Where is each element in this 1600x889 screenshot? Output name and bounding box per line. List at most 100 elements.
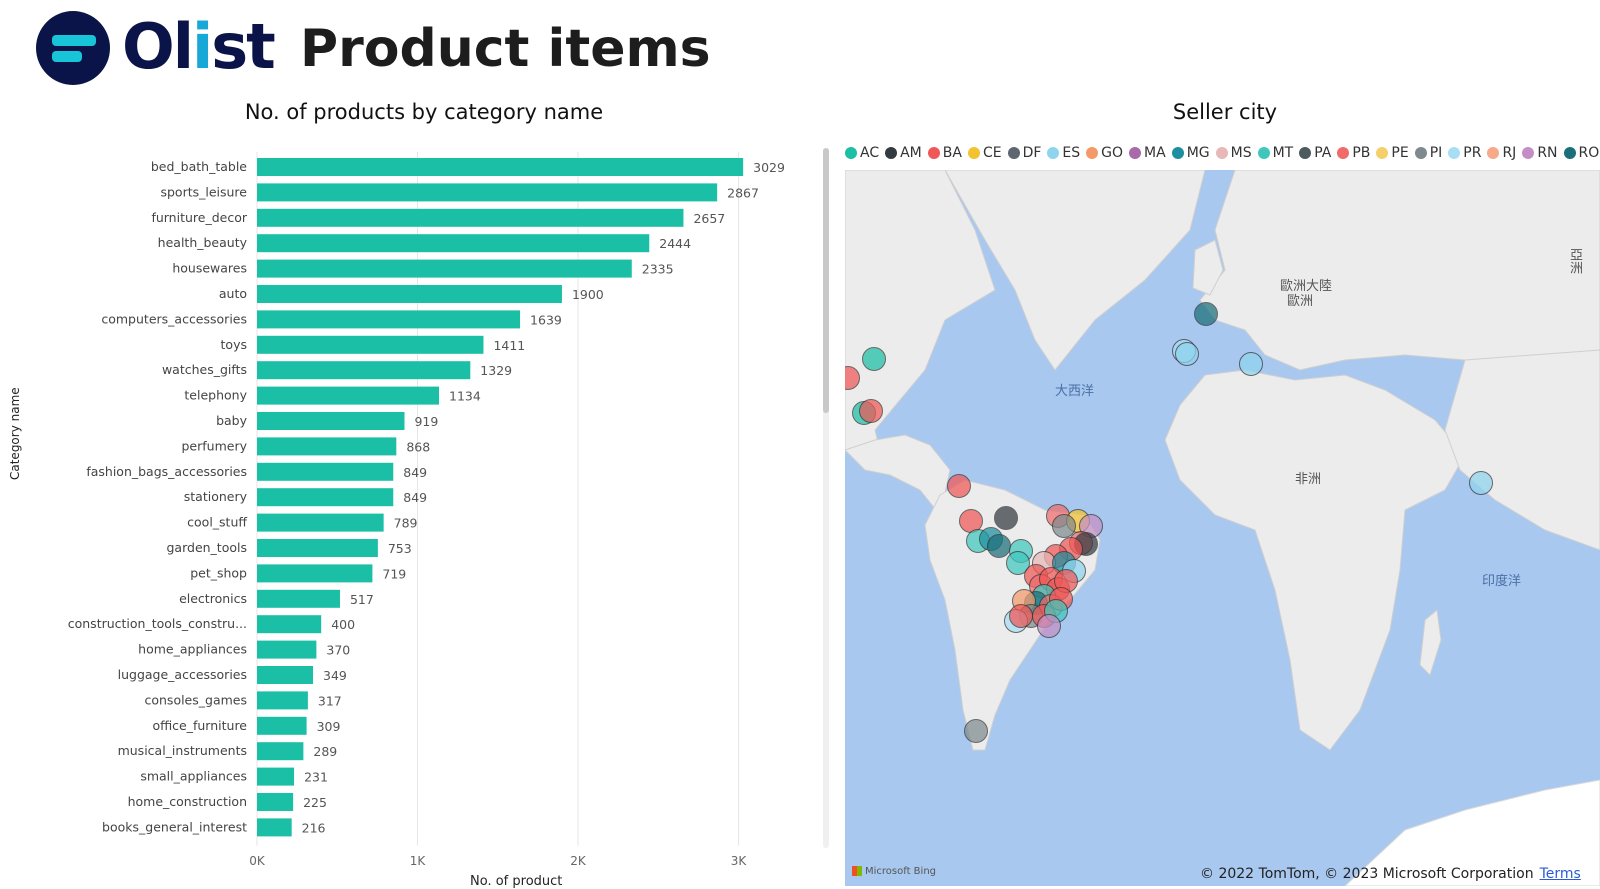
chart-scrollbar-thumb[interactable]	[823, 148, 829, 413]
bar-value-label: 1411	[493, 338, 525, 353]
bar-chart-title: No. of products by category name	[244, 100, 604, 124]
legend-item-es[interactable]: ES	[1047, 145, 1080, 161]
world-map-drawing	[845, 170, 1600, 886]
bar-construction_tools_constru...[interactable]	[257, 615, 322, 634]
bar-value-label: 1134	[449, 389, 481, 404]
bar-consoles_games[interactable]	[257, 691, 308, 710]
category-label: sports_leisure	[160, 184, 247, 199]
legend-item-go[interactable]: GO	[1086, 145, 1123, 161]
bar-home_construction[interactable]	[257, 793, 294, 811]
seller-bubble[interactable]	[1194, 302, 1218, 326]
legend-item-ce[interactable]: CE	[967, 145, 1002, 161]
bar-bed_bath_table[interactable]	[257, 158, 744, 176]
legend-dot-icon	[967, 147, 980, 159]
seller-bubble[interactable]	[1469, 471, 1493, 495]
legend-item-pe[interactable]: PE	[1376, 145, 1409, 161]
seller-bubble[interactable]	[1009, 604, 1033, 628]
seller-bubble[interactable]	[994, 506, 1018, 530]
legend-item-mg[interactable]: MG	[1171, 145, 1210, 161]
legend-item-ba[interactable]: BA	[927, 145, 962, 161]
seller-city-map[interactable]: 大西洋 歐洲大陸 歐洲 非洲 印度洋 亞洲	[845, 170, 1600, 886]
seller-bubble[interactable]	[862, 347, 886, 371]
central-america-land	[845, 434, 951, 517]
category-label: home_construction	[128, 794, 247, 809]
bar-sports_leisure[interactable]	[257, 183, 718, 202]
map-label-africa: 非洲	[1295, 472, 1322, 487]
bar-housewares[interactable]	[257, 259, 632, 278]
bar-fashion_bags_accessories[interactable]	[257, 462, 394, 481]
uk-land	[1192, 239, 1224, 296]
seller-bubble[interactable]	[1239, 352, 1263, 376]
legend-item-ma[interactable]: MA	[1129, 145, 1166, 161]
bar-pet_shop[interactable]	[257, 564, 373, 583]
bar-telephony[interactable]	[257, 386, 440, 405]
bar-electronics[interactable]	[257, 589, 340, 608]
bar-chart[interactable]: 0K 1K 2K 3K bed_bath_table 3029 sports_leisure…	[0, 0, 800, 886]
bar-value-label: 289	[313, 744, 337, 759]
bar-health_beauty[interactable]	[257, 234, 650, 253]
legend-item-ro[interactable]: RO	[1563, 145, 1599, 161]
category-label: baby	[216, 413, 248, 428]
bar-auto[interactable]	[257, 285, 562, 303]
legend-label: ES	[1062, 145, 1081, 161]
terms-link[interactable]: Terms	[1539, 866, 1581, 882]
bar-musical_instruments[interactable]	[257, 742, 304, 761]
olist-logo-icon	[36, 11, 110, 85]
seller-bubble[interactable]	[859, 399, 883, 423]
seller-bubble[interactable]	[1006, 551, 1030, 575]
legend-item-ac[interactable]: AC	[845, 145, 879, 161]
chart-scrollbar-track[interactable]	[823, 148, 829, 848]
bar-watches_gifts[interactable]	[257, 361, 471, 380]
bar-value-label: 2867	[727, 185, 759, 200]
bar-value-label: 216	[302, 820, 326, 835]
legend-item-pi[interactable]: PI	[1414, 145, 1442, 161]
bar-garden_tools[interactable]	[257, 539, 378, 557]
legend-dot-icon	[885, 147, 898, 159]
category-label: telephony	[184, 388, 247, 403]
map-legend: AC AM BA CE DF ES GO MA MG MS MT PA PB PE PI PR RJ RN RO	[845, 145, 1600, 161]
microsoft-logo-icon	[852, 866, 862, 876]
legend-item-df[interactable]: DF	[1007, 145, 1041, 161]
bar-luggage_accessories[interactable]	[257, 666, 314, 684]
bar-office_furniture[interactable]	[257, 716, 307, 735]
map-label-asia: 亞洲	[1567, 248, 1582, 274]
bar-stationery[interactable]	[257, 488, 394, 507]
legend-item-ms[interactable]: MS	[1215, 145, 1252, 161]
seller-bubble[interactable]	[947, 474, 971, 498]
bar-perfumery[interactable]	[257, 437, 397, 456]
legend-item-pa[interactable]: PA	[1299, 145, 1331, 161]
bar-books_general_interest[interactable]	[257, 818, 292, 837]
seller-bubble[interactable]	[964, 719, 988, 743]
bar-toys[interactable]	[257, 335, 484, 354]
legend-item-mt[interactable]: MT	[1257, 145, 1293, 161]
legend-item-rj[interactable]: RJ	[1487, 145, 1516, 161]
bar-cool_stuff[interactable]	[257, 513, 384, 532]
category-label: cool_stuff	[187, 515, 247, 530]
bar-value-label: 400	[331, 617, 355, 632]
seller-bubble[interactable]	[987, 534, 1011, 558]
category-label: perfumery	[182, 438, 248, 453]
legend-dot-icon	[1448, 147, 1461, 159]
legend-item-pr[interactable]: PR	[1448, 145, 1481, 161]
category-label: bed_bath_table	[151, 159, 247, 174]
bar-baby[interactable]	[257, 412, 405, 430]
seller-bubble[interactable]	[1037, 614, 1061, 638]
bar-furniture_decor[interactable]	[257, 208, 684, 227]
legend-dot-icon	[1215, 147, 1228, 159]
bar-value-label: 1329	[480, 363, 512, 378]
bar-computers_accessories[interactable]	[257, 310, 521, 329]
seller-bubble[interactable]	[1175, 342, 1199, 366]
category-label: construction_tools_constru...	[68, 616, 247, 631]
asia-land	[1444, 349, 1600, 551]
bar-value-label: 789	[394, 516, 418, 531]
legend-item-rn[interactable]: RN	[1522, 145, 1558, 161]
legend-item-pb[interactable]: PB	[1337, 145, 1370, 161]
bar-home_appliances[interactable]	[257, 640, 317, 659]
category-label: furniture_decor	[151, 210, 247, 225]
x-tick-label: 2K	[570, 854, 587, 868]
bar-value-label: 231	[304, 770, 328, 785]
category-label: luggage_accessories	[118, 667, 247, 682]
bar-small_appliances[interactable]	[257, 767, 295, 786]
bar-value-label: 849	[403, 465, 427, 480]
legend-item-am[interactable]: AM	[885, 145, 922, 161]
